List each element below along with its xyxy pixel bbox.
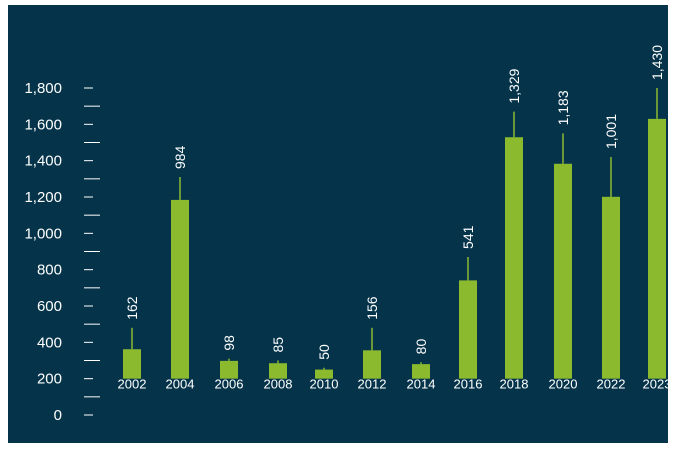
bar-2012 [363, 350, 381, 379]
bar-chart: 0 200 400 600 800 1,000 1,200 1,400 1,600 1,800 2… [8, 5, 672, 443]
data-label: 156 [364, 296, 380, 320]
data-label: 1,329 [506, 68, 522, 103]
data-label: 80 [413, 339, 429, 355]
x-category-label: 2014 [407, 377, 436, 392]
data-label: 1,183 [555, 90, 571, 125]
x-category-label: 2018 [500, 377, 529, 392]
labels: 2002 162 2004 984 2006 98 2008 85 2010 50 2012 156 2… [118, 45, 672, 392]
data-label: 1,430 [649, 45, 665, 80]
y-tick-label: 0 [54, 407, 62, 424]
bar-2002 [123, 349, 141, 379]
y-tick-label: 1,400 [24, 153, 62, 170]
y-tick-label: 1,200 [24, 189, 62, 206]
data-label: 85 [270, 337, 286, 353]
data-label: 162 [124, 296, 140, 320]
bar-2004 [171, 199, 189, 379]
bar-2014 [412, 364, 430, 379]
x-category-label: 2010 [310, 377, 339, 392]
bar-2008 [269, 363, 287, 379]
x-category-label: 2012 [358, 377, 387, 392]
y-axis: 0 200 400 600 800 1,000 1,200 1,400 1,600 1,800 [24, 80, 100, 424]
bar-2006 [220, 360, 238, 379]
x-category-label: 2020 [549, 377, 578, 392]
x-category-label: 2006 [215, 377, 244, 392]
x-category-label: 2022 [597, 377, 626, 392]
y-tick-label: 1,000 [24, 225, 62, 242]
data-label: 984 [172, 145, 188, 169]
chart-panel: 0 200 400 600 800 1,000 1,200 1,400 1,600 1,800 2… [8, 5, 672, 443]
y-tick-label: 400 [37, 334, 62, 351]
y-tick-label: 600 [37, 298, 62, 315]
x-category-label: 2004 [166, 377, 195, 392]
y-tick-label: 200 [37, 371, 62, 388]
bars [123, 88, 666, 379]
bar-2023 [648, 118, 666, 379]
bar-2016 [459, 280, 477, 379]
y-tick-label: 1,800 [24, 80, 62, 97]
bar-2010 [315, 369, 333, 379]
bar-2020 [554, 163, 572, 379]
x-category-label: 2023 [643, 377, 668, 392]
x-category-label: 2008 [264, 377, 293, 392]
x-category-label: 2016 [454, 377, 483, 392]
y-tick-label: 800 [37, 262, 62, 279]
data-label: 50 [316, 344, 332, 360]
bar-2022 [602, 196, 620, 379]
data-label: 541 [460, 225, 476, 249]
data-label: 98 [221, 335, 237, 351]
x-category-label: 2002 [118, 377, 147, 392]
data-label: 1,001 [603, 114, 619, 149]
y-tick-label: 1,600 [24, 116, 62, 133]
bar-2018 [505, 137, 523, 379]
